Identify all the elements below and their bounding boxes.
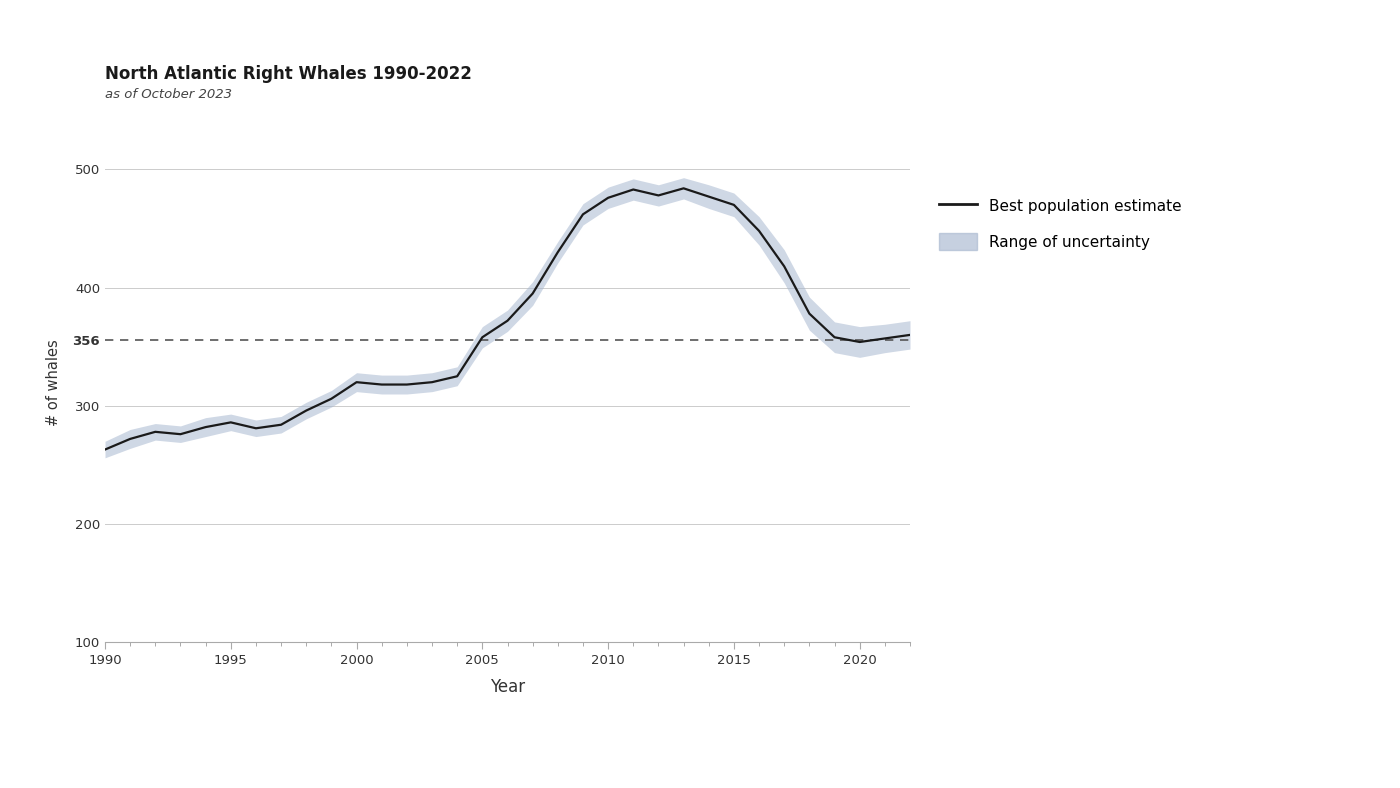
Text: as of October 2023: as of October 2023 [105, 88, 232, 101]
Text: North Atlantic Right Whales 1990-2022: North Atlantic Right Whales 1990-2022 [105, 65, 472, 83]
Legend: Best population estimate, Range of uncertainty: Best population estimate, Range of uncer… [938, 197, 1182, 251]
X-axis label: Year: Year [490, 678, 525, 696]
Y-axis label: # of whales: # of whales [46, 339, 62, 426]
